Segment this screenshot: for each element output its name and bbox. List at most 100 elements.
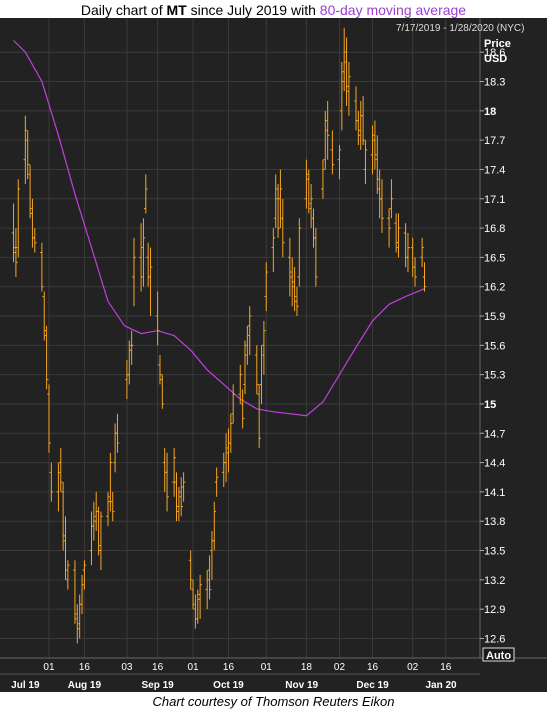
y-tick-label: 14.1 — [484, 487, 505, 499]
ohlc-bar — [229, 413, 233, 453]
y-tick-label: 15.3 — [484, 370, 505, 382]
ohlc-bar — [394, 213, 398, 253]
y-tick-label: 13.5 — [484, 546, 505, 558]
ohlc-bar — [148, 247, 153, 317]
x-day-tick-label: 01 — [261, 662, 273, 673]
ohlc-bar — [172, 447, 176, 497]
auto-scale-button[interactable]: Auto — [482, 647, 515, 662]
x-day-tick-label: 02 — [334, 662, 346, 673]
ohlc-bar — [92, 501, 96, 541]
ohlc-bar — [99, 511, 103, 571]
ohlc-bar — [96, 506, 101, 556]
x-day-tick-label: 16 — [367, 662, 379, 673]
ohlc-bar — [214, 467, 219, 497]
y-tick-label: 16.8 — [484, 223, 505, 235]
ohlc-bar — [361, 96, 365, 146]
ohlc-bar — [238, 364, 243, 404]
ohlc-bar — [32, 228, 37, 253]
x-month-label: Sep 19 — [141, 680, 174, 691]
y-tick-labels: 18.6 18.3 18 17.7 17.4 17.1 16.8 16.5 16.2 15.9 15… — [480, 47, 505, 645]
ohlc-bar — [188, 550, 193, 590]
ohlc-bar — [49, 462, 54, 502]
ohlc-bar — [212, 501, 217, 551]
ohlc-bar — [207, 555, 212, 600]
ohlc-bar — [247, 306, 252, 356]
y-tick-label: 15.9 — [484, 311, 505, 323]
chart-credit: Chart courtesy of Thomson Reuters Eikon — [152, 694, 395, 709]
chart-title: Daily chart of MT since July 2019 with 8… — [0, 2, 547, 18]
y-tick-label: 12.6 — [484, 633, 505, 645]
ohlc-bar — [347, 61, 351, 116]
y-axis-title-usd: USD — [484, 53, 507, 65]
ohlc-bar — [144, 174, 148, 214]
ohlc-bar — [40, 242, 44, 292]
y-axis-title-price: Price — [484, 38, 511, 50]
ohlc-bar — [330, 130, 335, 175]
y-tick-label: 16.5 — [484, 252, 505, 264]
date-range-label: 7/17/2019 - 1/28/2020 (NYC) — [396, 23, 524, 34]
y-tick-label: 16.2 — [484, 282, 505, 294]
auto-button-box[interactable] — [482, 647, 515, 662]
ohlc-bar — [420, 237, 424, 268]
x-day-tick-label: 16 — [152, 662, 164, 673]
ohlc-bar — [129, 330, 134, 365]
auto-button-label[interactable]: Auto — [486, 650, 511, 662]
ohlc-bar — [231, 384, 235, 424]
y-tick-label: 12.9 — [484, 604, 505, 616]
ohlc-bar — [58, 447, 63, 492]
ohlc-bar — [115, 413, 120, 453]
ohlc-bar — [280, 198, 285, 258]
ohlc-bar — [42, 291, 47, 341]
ohlc-bar — [406, 232, 410, 273]
ohlc-bar — [139, 223, 143, 292]
y-tick-label: 17.7 — [484, 135, 505, 147]
moving-average-line — [13, 40, 425, 417]
ohlc-bar — [422, 262, 427, 292]
moving-average-layer — [13, 40, 425, 417]
x-day-tick-label: 16 — [79, 662, 91, 673]
x-day-tick-label: 01 — [187, 662, 199, 673]
ohlc-bar — [276, 184, 280, 238]
x-day-tick-label: 02 — [407, 662, 419, 673]
ohlc-bar — [47, 384, 51, 453]
x-day-tick-label: 01 — [43, 662, 55, 673]
ohlc-bar — [259, 345, 264, 404]
x-day-tick-label: 16 — [440, 662, 452, 673]
ohlc-bar — [288, 237, 292, 297]
title-text-1: Daily chart of — [80, 2, 167, 18]
ohlc-bar — [356, 110, 361, 146]
y-tick-label: 13.2 — [484, 575, 505, 587]
ohlc-bar — [292, 267, 297, 312]
ohlc-bar — [273, 174, 278, 229]
x-month-label: Nov 19 — [285, 680, 318, 691]
ohlc-bar — [373, 120, 377, 170]
ohlc-bar — [179, 477, 184, 517]
ohlc-bar — [127, 340, 132, 385]
ohlc-bar — [389, 179, 394, 219]
ohlc-bar — [198, 574, 202, 619]
x-month-label: Dec 19 — [356, 680, 389, 691]
ohlc-bar — [314, 228, 318, 287]
ohlc-bar — [191, 579, 195, 610]
title-ma-label: 80-day moving average — [319, 2, 467, 18]
ohlc-bar — [344, 37, 349, 106]
ohlc-bar — [262, 320, 266, 375]
y-tick-label: 14.7 — [484, 428, 505, 440]
x-month-label: Jul 19 — [11, 680, 40, 691]
ohlc-bar — [306, 169, 311, 214]
title-text-2: since July 2019 with — [186, 2, 320, 18]
x-month-label: Aug 19 — [68, 680, 102, 691]
ohlc-bar — [342, 27, 346, 92]
ohlc-bar — [375, 135, 380, 194]
ohlc-bar — [141, 218, 146, 287]
ohlc-bar — [304, 159, 309, 209]
ohlc-bar — [165, 452, 169, 512]
ohlc-bar — [44, 325, 49, 390]
ohlc-bar — [363, 140, 368, 185]
ohlc-bar — [155, 291, 160, 346]
ohlc-bar — [387, 208, 391, 248]
ohlc-bar — [295, 286, 299, 317]
y-tick-label: 17.4 — [484, 164, 505, 176]
ohlc-bars-layer — [11, 27, 427, 644]
y-tick-label: 18 — [484, 106, 496, 118]
